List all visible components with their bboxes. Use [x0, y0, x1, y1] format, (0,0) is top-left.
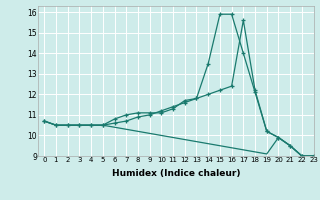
X-axis label: Humidex (Indice chaleur): Humidex (Indice chaleur) [112, 169, 240, 178]
